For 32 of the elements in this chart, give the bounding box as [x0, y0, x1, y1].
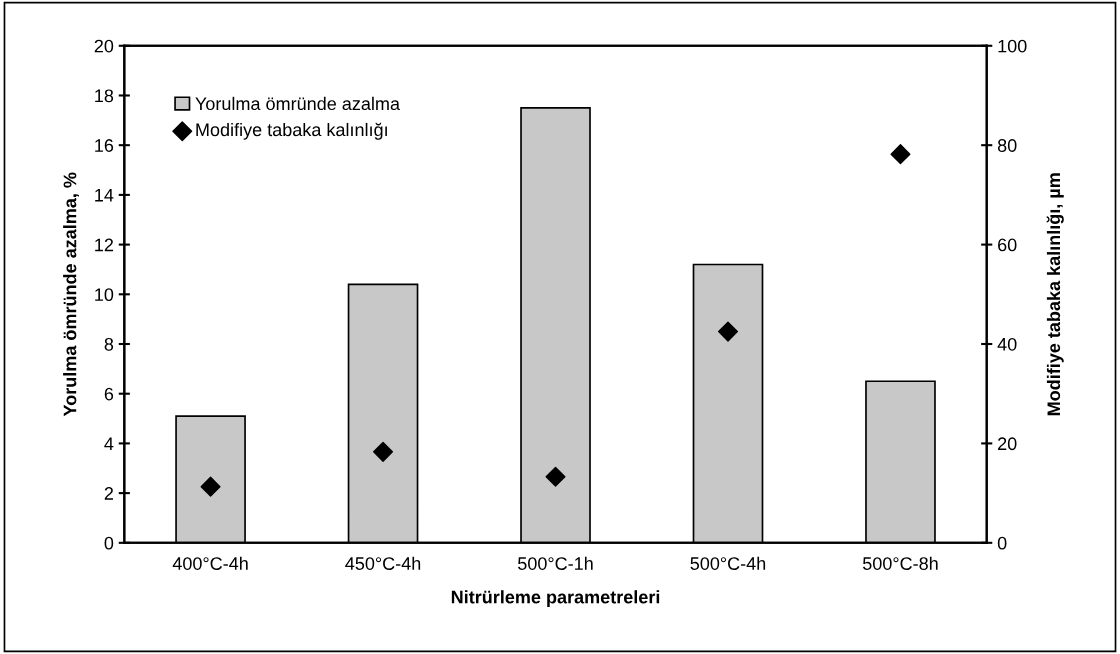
y-tick-label: 0 — [104, 536, 114, 550]
x-tick-label: 500°C-4h — [690, 556, 766, 570]
y-axis-title: Yorulma ömründe azalma, % — [63, 172, 79, 417]
legend-label: Yorulma ömründe azalma — [195, 96, 401, 111]
y2-tick-label: 80 — [997, 139, 1017, 152]
y2-tick-label: 60 — [998, 238, 1017, 252]
x-tick-label: 450°C-4h — [345, 556, 421, 570]
y2-tick-label: 40 — [997, 337, 1017, 351]
point — [890, 144, 911, 165]
y-tick-label: 16 — [95, 139, 114, 152]
y-tick-label: 14 — [95, 189, 114, 202]
y-tick-label: 12 — [95, 238, 113, 252]
y-tick-label: 2 — [104, 487, 113, 500]
point — [373, 441, 394, 462]
y-tick-label: 20 — [94, 39, 114, 53]
point — [717, 321, 739, 342]
y2-tick-label: 20 — [998, 437, 1017, 451]
y-tick-label: 8 — [104, 337, 114, 351]
y-tick-label: 10 — [95, 288, 114, 302]
x-tick-label: 400°C-4h — [172, 556, 248, 570]
x-tick-label: 500°C-8h — [862, 556, 938, 570]
y-tick-label: 6 — [104, 387, 114, 401]
point — [545, 466, 566, 487]
y2-tick-label: 100 — [998, 39, 1027, 53]
legend-label: Modifiye tabaka kalınlığı — [196, 122, 387, 140]
y-tick-label: 4 — [104, 437, 114, 450]
y2-tick-label: 0 — [997, 536, 1007, 550]
x-axis-title: Nitrürleme parametreleri — [451, 590, 660, 608]
y2-axis-title: Modifiye tabaka kalınlığı, µm — [1046, 173, 1064, 416]
y-tick-label: 18 — [95, 89, 114, 103]
x-tick-label: 500°C-1h — [518, 556, 593, 570]
point — [200, 476, 221, 497]
